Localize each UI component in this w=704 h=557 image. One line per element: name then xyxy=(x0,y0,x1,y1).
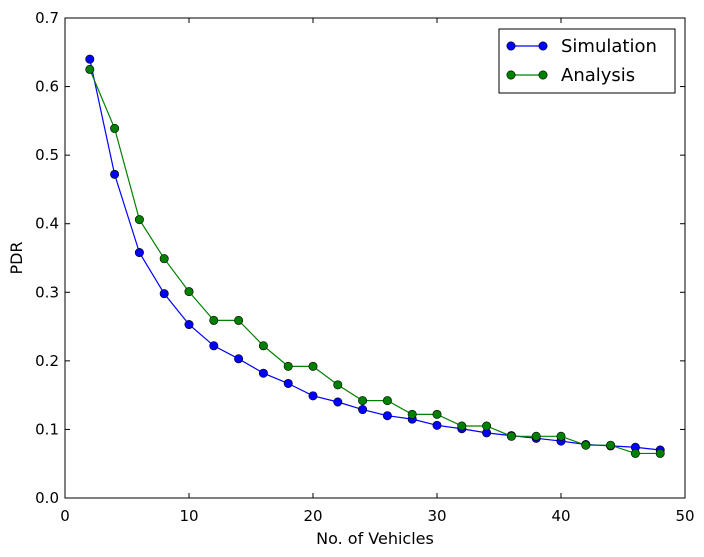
legend-marker xyxy=(506,70,516,80)
data-point xyxy=(581,440,591,450)
data-point xyxy=(457,421,467,431)
data-point xyxy=(258,368,268,378)
data-point xyxy=(531,431,541,441)
data-point xyxy=(655,448,665,458)
data-point xyxy=(234,315,244,325)
x-tick-label: 40 xyxy=(551,507,570,525)
data-point xyxy=(382,396,392,406)
data-point xyxy=(110,123,120,133)
legend-marker xyxy=(506,41,516,51)
data-point xyxy=(333,380,343,390)
plot-area-frame xyxy=(64,17,686,499)
data-point xyxy=(630,448,640,458)
legend-marker xyxy=(538,70,548,80)
axis-ticks xyxy=(64,17,686,499)
data-point xyxy=(432,420,442,430)
legend-label: Analysis xyxy=(561,65,635,86)
y-tick-label: 0.4 xyxy=(35,215,59,233)
data-point xyxy=(382,411,392,421)
data-point xyxy=(358,405,368,415)
y-tick-label: 0.2 xyxy=(35,352,59,370)
data-point xyxy=(606,440,616,450)
data-point xyxy=(234,354,244,364)
data-point xyxy=(209,341,219,351)
data-point xyxy=(134,248,144,258)
data-point xyxy=(556,431,566,441)
data-point xyxy=(283,378,293,388)
data-point xyxy=(184,320,194,330)
y-tick-label: 0.1 xyxy=(35,420,59,438)
data-point xyxy=(333,397,343,407)
y-tick-label: 0.3 xyxy=(35,283,59,301)
y-tick-label: 0.5 xyxy=(35,146,59,164)
x-tick-label: 10 xyxy=(179,507,198,525)
x-tick-label: 30 xyxy=(427,507,446,525)
series-analysis xyxy=(85,64,665,458)
y-tick-label: 0.7 xyxy=(35,9,59,27)
plot-series-layer xyxy=(85,54,665,458)
legend-marker xyxy=(538,41,548,51)
data-point xyxy=(159,254,169,264)
y-axis-label: PDR xyxy=(7,241,26,274)
legend: Simulation Analysis xyxy=(498,28,676,94)
data-point xyxy=(159,289,169,299)
x-axis-label: No. of Vehicles xyxy=(316,529,434,548)
data-point xyxy=(85,64,95,74)
data-point xyxy=(85,54,95,64)
x-tick-label: 20 xyxy=(303,507,322,525)
data-point xyxy=(308,361,318,371)
data-point xyxy=(308,391,318,401)
x-tick-label: 0 xyxy=(60,507,70,525)
y-tick-label: 0.0 xyxy=(35,489,59,507)
data-point xyxy=(432,409,442,419)
data-point xyxy=(482,421,492,431)
data-point xyxy=(134,215,144,225)
data-point xyxy=(358,396,368,406)
x-tick-label: 50 xyxy=(675,507,694,525)
series-line xyxy=(89,69,661,455)
data-point xyxy=(110,169,120,179)
data-point xyxy=(209,315,219,325)
y-tick-label: 0.6 xyxy=(35,78,59,96)
legend-label: Simulation xyxy=(561,36,657,57)
series-simulation xyxy=(85,54,665,455)
data-point xyxy=(506,431,516,441)
series-line xyxy=(89,59,661,451)
data-point xyxy=(407,409,417,419)
data-point xyxy=(283,361,293,371)
legend-box xyxy=(498,28,676,94)
data-point xyxy=(184,287,194,297)
axis-tick-labels: 0 10 20 30 40 50 0.0 0.1 0.2 0.3 0.4 0.5 0.6 0.7 xyxy=(35,9,694,525)
data-point xyxy=(258,341,268,351)
